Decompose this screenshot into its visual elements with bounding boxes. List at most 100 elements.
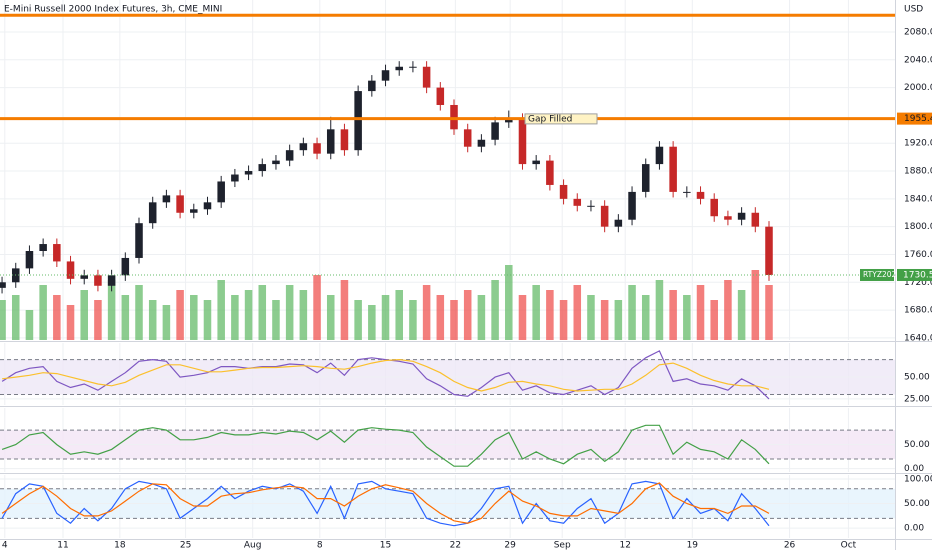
x-tick-label: Oct bbox=[841, 541, 857, 550]
candle-body bbox=[724, 216, 732, 220]
chart-title: E-Mini Russell 2000 Index Futures, 3h, C… bbox=[4, 5, 222, 15]
indicator-line bbox=[2, 358, 770, 392]
candle-body bbox=[340, 129, 349, 151]
candle-body bbox=[258, 164, 267, 172]
candle-body bbox=[587, 205, 595, 207]
volume-bar bbox=[587, 295, 595, 340]
candle-body bbox=[546, 160, 554, 185]
candle-body bbox=[696, 191, 705, 199]
currency: USD bbox=[904, 5, 923, 15]
annotation-text: Gap Filled bbox=[528, 114, 572, 124]
volume-bar bbox=[546, 290, 554, 340]
y-tick-label: 1720.00 bbox=[904, 278, 932, 288]
y-tick-label: 1840.00 bbox=[904, 194, 932, 204]
y-tick-label: 50.00 bbox=[904, 373, 930, 383]
candle-body bbox=[231, 174, 239, 182]
volume-bar bbox=[0, 300, 6, 340]
x-tick-label: Sep bbox=[554, 541, 571, 550]
volume-bar bbox=[25, 310, 34, 340]
volume-bar bbox=[463, 290, 472, 340]
volume-bar bbox=[148, 300, 157, 340]
y-tick-label: 2000.00 bbox=[904, 83, 932, 93]
candle-body bbox=[477, 139, 486, 147]
candle-body bbox=[285, 150, 294, 161]
candle-body bbox=[463, 129, 472, 147]
y-tick-label: 50.00 bbox=[904, 440, 930, 450]
volume-bar bbox=[299, 290, 308, 340]
x-tick-label: 11 bbox=[57, 541, 68, 550]
volume-bar bbox=[231, 295, 239, 340]
indicator-line bbox=[1, 482, 770, 524]
candle-body bbox=[765, 226, 773, 275]
volume-bar bbox=[244, 290, 253, 340]
marks bbox=[0, 13, 895, 527]
volume-bar bbox=[121, 295, 130, 340]
volume-bar bbox=[696, 285, 705, 340]
y-tick-label: 1920.00 bbox=[904, 139, 932, 149]
last-price-label: 1730.5 bbox=[903, 270, 932, 280]
candle-body bbox=[737, 212, 746, 220]
candle-body bbox=[162, 195, 171, 203]
volume-bar bbox=[710, 300, 718, 340]
volume-bar bbox=[340, 280, 349, 340]
volume-bar bbox=[683, 295, 691, 340]
candle-body bbox=[299, 143, 308, 151]
candle-body bbox=[368, 80, 376, 92]
x-tick-label: 18 bbox=[114, 541, 126, 550]
candle-body bbox=[559, 184, 568, 199]
x-tick-label: 26 bbox=[784, 541, 796, 550]
candle-body bbox=[751, 212, 760, 227]
volume-bar bbox=[600, 300, 609, 340]
volume-bar bbox=[409, 300, 417, 340]
last-price-box bbox=[897, 268, 932, 281]
y-tick-label: 2040.00 bbox=[904, 55, 932, 65]
candle-body bbox=[655, 146, 664, 165]
volume-bar bbox=[751, 270, 760, 340]
volume-bar bbox=[505, 265, 513, 340]
y-tick-label: 1800.00 bbox=[904, 222, 932, 232]
volume-bar bbox=[94, 300, 102, 340]
candle-body bbox=[573, 198, 582, 206]
x-tick-label: 19 bbox=[687, 541, 699, 550]
y-tick-label: 1680.00 bbox=[904, 306, 932, 316]
y-tick-label: 25.00 bbox=[904, 394, 930, 404]
symbol-box bbox=[860, 268, 894, 281]
volume-bar bbox=[258, 285, 267, 340]
candle-body bbox=[25, 251, 34, 269]
level-label: 1955.4 bbox=[904, 114, 932, 124]
candle-body bbox=[148, 202, 157, 224]
candle-body bbox=[518, 118, 527, 165]
candle-body bbox=[272, 160, 280, 165]
volume-bar bbox=[422, 285, 431, 340]
y-tick-label: 0.00 bbox=[904, 524, 924, 534]
x-tick-label: 12 bbox=[619, 541, 630, 550]
volume-bar bbox=[737, 290, 746, 340]
volume-bar bbox=[614, 300, 623, 340]
volume-bar bbox=[477, 295, 486, 340]
indicator-line bbox=[1, 424, 770, 467]
volume-bar bbox=[518, 295, 527, 340]
candle-body bbox=[0, 282, 6, 288]
volume-bar bbox=[162, 305, 171, 340]
volume-bar bbox=[765, 285, 773, 340]
candle-body bbox=[107, 275, 116, 286]
x-tick-label: 4 bbox=[2, 541, 8, 550]
y-tick-label: 0.00 bbox=[904, 464, 924, 474]
symbol-label: RTYZ2022 bbox=[863, 270, 901, 279]
candle-body bbox=[80, 275, 88, 279]
labels: 4 11 18 25 Aug 8 15 22 29 Sep 12 19 26 Oct 2080.00 2040… bbox=[2, 27, 932, 550]
candle-body bbox=[94, 275, 102, 286]
x-tick-label: 22 bbox=[450, 541, 461, 550]
volume-bar bbox=[436, 295, 445, 340]
indicator-line bbox=[1, 350, 770, 400]
candle-body bbox=[422, 66, 431, 88]
volume-bar bbox=[53, 295, 61, 340]
candle-body bbox=[217, 181, 225, 203]
indicator-line bbox=[1, 480, 770, 527]
volume-bar bbox=[354, 300, 362, 340]
x-tick-label: 29 bbox=[504, 541, 516, 550]
volume-bar bbox=[655, 280, 664, 340]
candle-body bbox=[53, 244, 61, 262]
